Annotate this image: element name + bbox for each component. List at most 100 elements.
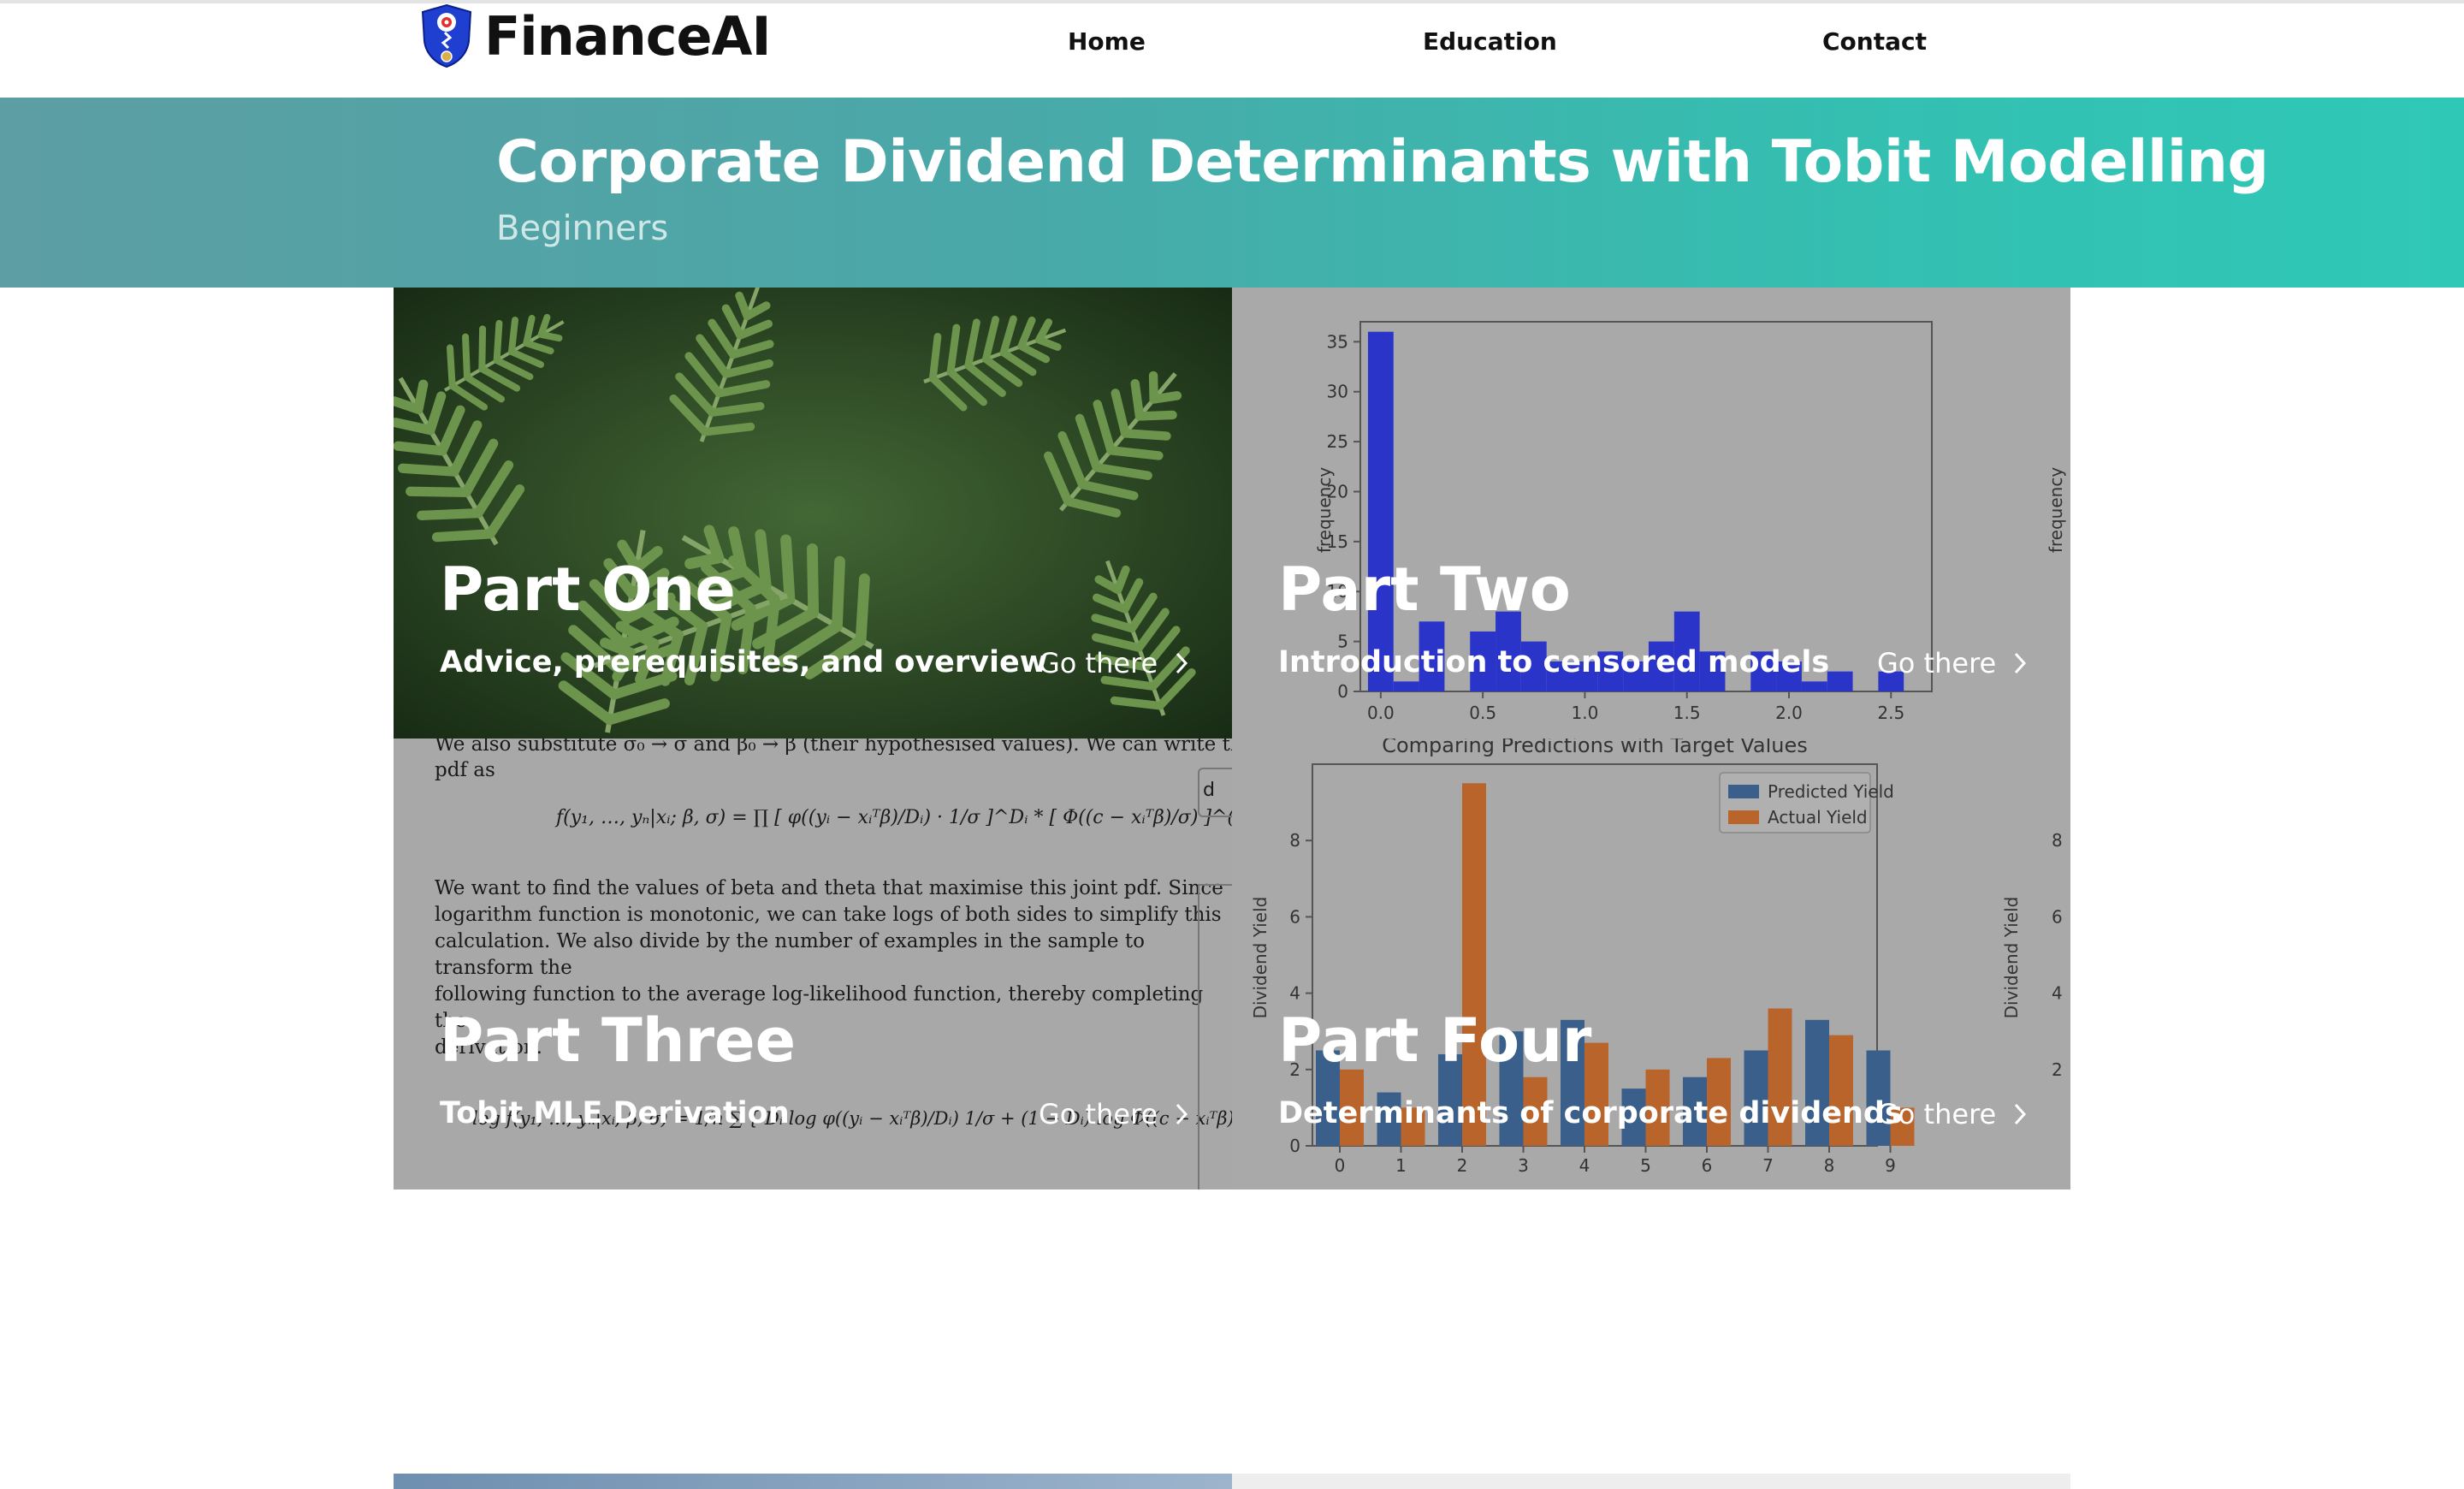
- hist-bar: [1623, 661, 1649, 691]
- grouped-legend-label: Predicted Yield: [1768, 781, 1894, 802]
- brand-name: FinanceAI: [484, 4, 772, 68]
- next-row-tile: [1232, 1474, 2070, 1489]
- hist-x-tick-label: 2.5: [1877, 703, 1904, 723]
- grouped-x-tick-label: 8: [1824, 1155, 1835, 1176]
- part-four-title: Part Four: [1278, 1006, 1592, 1076]
- hist-bar: [1648, 641, 1674, 691]
- hist-bar: [1827, 671, 1853, 691]
- chevron-right-icon: [1176, 652, 1188, 674]
- grouped-legend-swatch: [1728, 810, 1759, 824]
- grouped-bar: [1377, 1092, 1401, 1146]
- part-three-tile[interactable]: We also substitute σ₀ → σ and β₀ → β (th…: [394, 739, 1232, 1189]
- hist-bar: [1878, 671, 1904, 691]
- side-panel-letter: d: [1203, 780, 1215, 801]
- part-two-go-link[interactable]: Go there: [1877, 647, 2027, 679]
- grouped-y-axis-label: Dividend Yield: [1250, 897, 1270, 1019]
- brand-logo[interactable]: FinanceAI: [419, 3, 772, 68]
- hist-y-tick-label: 20: [1327, 481, 1348, 501]
- hist-bar: [1673, 611, 1700, 691]
- hist-x-tick-label: 0.0: [1367, 703, 1395, 723]
- doc-paragraph-line: logarithm function is monotonic, we can …: [435, 904, 1222, 926]
- grouped-bar: [1829, 1035, 1853, 1146]
- part-one-title: Part One: [440, 555, 736, 625]
- grouped-y-tick-label: 0: [1289, 1136, 1300, 1156]
- part-one-go-label: Go there: [1039, 647, 1158, 679]
- hist-bar: [1597, 651, 1624, 691]
- hist-bar: [1572, 661, 1598, 691]
- doc-paragraph: We want to find the values of beta and t…: [435, 875, 1230, 1061]
- hist-bar: [1470, 631, 1496, 691]
- grouped-legend-swatch: [1728, 785, 1759, 798]
- grouped-y-tick-label: 8: [1289, 830, 1300, 851]
- nav-contact[interactable]: Contact: [1822, 27, 1927, 56]
- chevron-right-icon: [2015, 652, 2027, 674]
- part-one-tile[interactable]: Part One Advice, prerequisites, and over…: [394, 288, 1232, 739]
- predictions-vs-targets-chart: Comparing Predictions with Target Values…: [1250, 739, 2063, 1176]
- grouped-bar: [1523, 1077, 1548, 1146]
- part-one-go-link[interactable]: Go there: [1039, 647, 1188, 679]
- hist-bar: [1520, 641, 1547, 691]
- part-three-go-link[interactable]: Go there: [1039, 1098, 1188, 1130]
- part-four-subtitle: Determinants of corporate dividends: [1278, 1096, 1903, 1130]
- grouped-x-tick-label: 4: [1579, 1155, 1590, 1176]
- course-banner: Corporate Dividend Determinants with Tob…: [0, 98, 2464, 288]
- top-border: [0, 0, 2464, 3]
- grouped-x-tick-label: 1: [1395, 1155, 1407, 1176]
- chevron-right-icon: [1176, 1103, 1188, 1125]
- robot-shield-logo-icon: [421, 3, 472, 68]
- doc-paragraph-line: following function to the average log-li…: [435, 983, 1204, 1032]
- grouped-x-tick-label: 5: [1640, 1155, 1651, 1176]
- grouped-legend-label: Actual Yield: [1768, 807, 1868, 828]
- grouped-right-tick-label: 4: [2052, 983, 2063, 1004]
- chevron-right-icon: [2015, 1103, 2027, 1125]
- doc-line-2: pdf as: [435, 759, 495, 781]
- grouped-bar: [1805, 1019, 1829, 1146]
- doc-paragraph-line: We want to find the values of beta and t…: [435, 877, 1223, 899]
- grouped-y-tick-label: 4: [1289, 983, 1300, 1004]
- grouped-y-tick-label: 2: [1289, 1059, 1300, 1080]
- nav-home[interactable]: Home: [1068, 27, 1146, 56]
- grouped-x-tick-label: 2: [1457, 1155, 1468, 1176]
- grouped-bar: [1316, 1050, 1340, 1146]
- course-title: Corporate Dividend Determinants with Tob…: [496, 128, 2269, 196]
- hist-y-tick-label: 0: [1337, 681, 1348, 702]
- grouped-bar: [1438, 1053, 1462, 1146]
- part-four-go-link[interactable]: Go there: [1877, 1098, 2027, 1130]
- grouped-right-tick-label: 2: [2052, 1059, 2063, 1080]
- part-three-subtitle: Tobit MLE Derivation: [440, 1096, 790, 1130]
- hist-x-tick-label: 1.5: [1673, 703, 1701, 723]
- hist-y-tick-label: 10: [1327, 581, 1348, 602]
- nav-education[interactable]: Education: [1423, 27, 1557, 56]
- grouped-x-tick-label: 7: [1762, 1155, 1774, 1176]
- grouped-bar: [1584, 1042, 1608, 1146]
- grouped-x-tick-label: 0: [1335, 1155, 1346, 1176]
- fern-leaves-image: [394, 288, 1232, 739]
- joint-pdf-equation: f(y₁, …, yₙ|xᵢ; β, σ) = ∏ [ φ((yᵢ − xᵢᵀβ…: [556, 807, 1232, 828]
- doc-line-1: We also substitute σ₀ → σ and β₀ → β (th…: [435, 739, 1232, 756]
- grouped-x-tick-label: 6: [1702, 1155, 1713, 1176]
- grouped-bar: [1340, 1069, 1364, 1146]
- part-three-go-label: Go there: [1039, 1098, 1158, 1130]
- part-three-title: Part Three: [440, 1006, 797, 1076]
- grouped-x-tick-label: 3: [1518, 1155, 1529, 1176]
- hist-x-tick-label: 1.0: [1572, 703, 1599, 723]
- part-one-subtitle: Advice, prerequisites, and overview: [440, 645, 1048, 679]
- part-four-tile[interactable]: Comparing Predictions with Target Values…: [1232, 739, 2070, 1189]
- doc-paragraph-line: derivation.: [435, 1036, 542, 1059]
- part-two-subtitle: Introduction to censored models: [1278, 645, 1830, 679]
- part-two-tile[interactable]: 0 5 10 15 20 25 30 35 0.0 0.5 1.0 1.5 2.0 2.5 frequenc…: [1232, 288, 2070, 739]
- frequency-histogram: 0 5 10 15 20 25 30 35 0.0 0.5 1.0 1.5 2.0 2.5 frequenc…: [1314, 321, 2066, 723]
- grouped-bar: [1744, 1050, 1768, 1146]
- hist-y-tick-label: 25: [1327, 431, 1348, 452]
- grouped-chart-title: Comparing Predictions with Target Values: [1382, 739, 1808, 757]
- part-four-go-label: Go there: [1877, 1098, 1997, 1130]
- grouped-bar: [1645, 1069, 1670, 1146]
- hist-plot-frame: [1359, 321, 1933, 692]
- hist-y-tick-label: 15: [1327, 531, 1348, 552]
- grouped-bar: [1499, 1031, 1524, 1146]
- grouped-bar: [1683, 1077, 1707, 1146]
- site-header: FinanceAI Home Education Contact: [0, 3, 2464, 98]
- hist-x-tick-label: 0.5: [1469, 703, 1496, 723]
- course-parts-grid: Part One Advice, prerequisites, and over…: [394, 288, 2070, 1489]
- side-panel-frame: [1198, 884, 1232, 1189]
